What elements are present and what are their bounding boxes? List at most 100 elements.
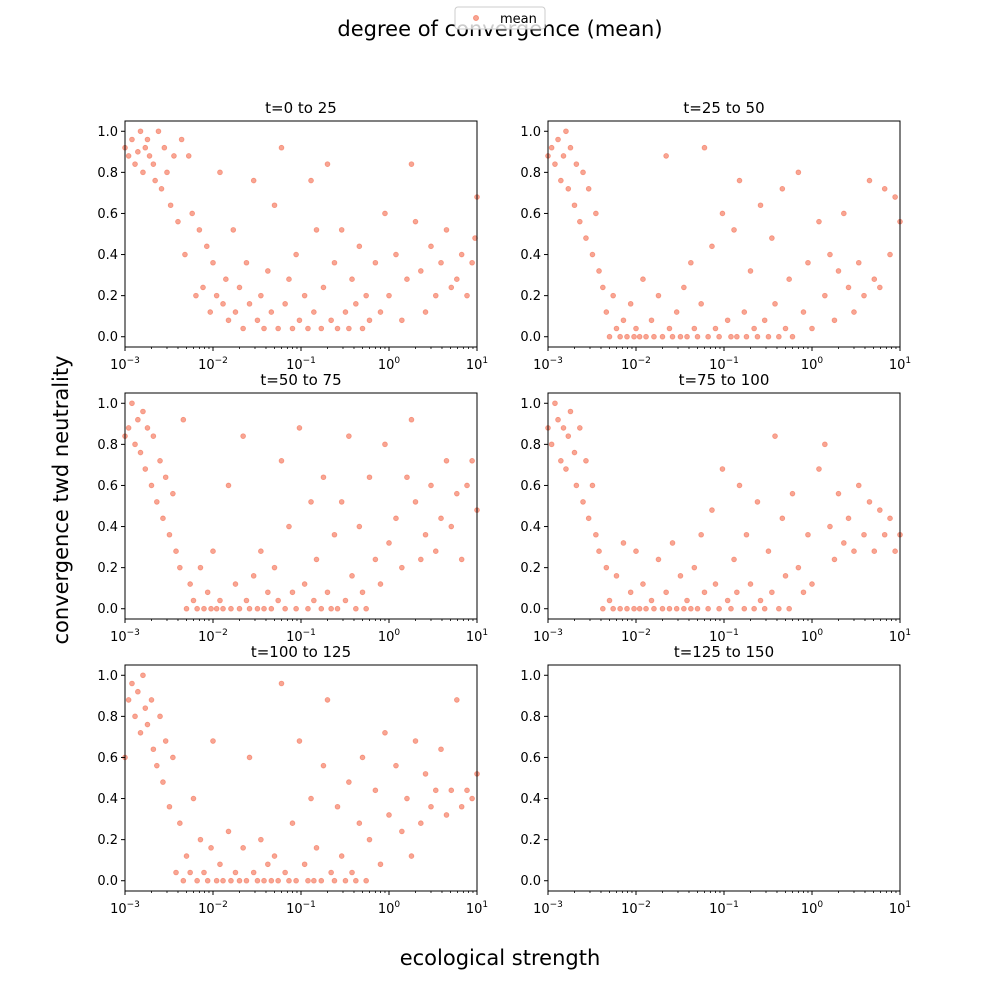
data-point	[393, 515, 399, 522]
data-point	[640, 581, 646, 587]
data-point	[577, 218, 583, 225]
data-point	[443, 812, 450, 818]
data-point	[171, 153, 177, 159]
data-point	[230, 227, 237, 233]
data-point	[861, 292, 867, 299]
data-point	[663, 589, 669, 596]
data-point	[271, 564, 278, 571]
data-point	[822, 441, 828, 448]
data-points	[545, 400, 903, 612]
y-tick-label: 0.2	[520, 833, 541, 848]
data-point	[382, 441, 388, 448]
subplot-6: t=125 to 150 0.0 0.2 0.4 0.6 0.8 1.0 10−3 10−2 10…	[520, 643, 911, 917]
data-point	[684, 333, 690, 340]
data-point	[162, 474, 169, 481]
data-point	[589, 251, 596, 258]
data-point	[346, 325, 352, 332]
data-point	[613, 573, 620, 579]
data-point	[210, 548, 216, 554]
legend-box	[454, 6, 546, 30]
y-tick-label: 0.0	[520, 330, 541, 345]
data-point	[438, 746, 444, 753]
data-point	[359, 325, 366, 332]
data-point	[366, 474, 373, 481]
data-point	[320, 762, 327, 769]
data-point	[779, 186, 786, 192]
data-point	[204, 589, 211, 596]
data-point	[636, 333, 643, 340]
data-point	[691, 564, 698, 571]
data-point	[275, 877, 281, 884]
x-tick-label: 10−2	[621, 356, 651, 373]
data-point	[600, 284, 606, 291]
data-point	[346, 433, 352, 439]
data-point	[408, 416, 415, 423]
data-point	[786, 276, 792, 283]
data-point	[353, 877, 359, 884]
data-point	[782, 573, 789, 579]
data-point	[593, 531, 599, 538]
data-point	[135, 416, 141, 423]
data-point	[349, 276, 355, 283]
data-point	[631, 605, 637, 612]
y-tick-label: 0.8	[520, 710, 541, 725]
data-point	[220, 301, 226, 307]
data-point	[558, 177, 564, 184]
data-point	[666, 325, 673, 332]
data-point	[624, 333, 630, 340]
data-point	[404, 795, 410, 802]
data-point	[669, 540, 676, 546]
data-point	[359, 589, 366, 596]
x-tick-label: 10−1	[709, 628, 739, 645]
data-point	[377, 861, 384, 868]
data-point	[627, 589, 634, 596]
data-point	[311, 597, 317, 604]
data-point	[194, 605, 200, 612]
y-tick-label: 0.4	[97, 792, 118, 807]
data-point	[278, 680, 285, 687]
subplot-4: t=75 to 100 0.0 0.2 0.4 0.6 0.8 1.0 10−3 10−2 10−…	[520, 371, 911, 645]
data-point	[422, 771, 429, 777]
data-point	[432, 292, 439, 299]
x-tick-label: 10−1	[286, 900, 316, 917]
data-point	[851, 548, 857, 554]
data-point	[258, 292, 264, 299]
data-point	[366, 836, 373, 843]
data-point	[741, 605, 748, 612]
y-tick-label: 0.6	[97, 751, 118, 766]
x-tick-label: 101	[889, 628, 911, 645]
data-point	[271, 202, 278, 209]
subplot-3: t=50 to 75 0.0 0.2 0.4 0.6 0.8 1.0 10−3 10−2 10−1…	[97, 371, 488, 645]
x-tick-label: 10−1	[286, 628, 316, 645]
data-point	[563, 466, 569, 472]
data-point	[308, 177, 314, 184]
data-point	[261, 877, 267, 884]
data-point	[129, 136, 135, 143]
y-tick-label: 1.0	[97, 397, 118, 412]
data-point	[305, 877, 311, 884]
data-point	[278, 144, 285, 151]
data-point	[789, 333, 796, 340]
data-point	[596, 268, 602, 274]
data-point	[220, 877, 226, 884]
data-point	[677, 333, 684, 340]
data-point	[636, 605, 643, 612]
y-tick-label: 1.0	[97, 669, 118, 684]
data-point	[140, 169, 146, 176]
data-point	[132, 161, 138, 167]
data-point	[443, 457, 450, 464]
y-tick-label: 1.0	[520, 669, 541, 684]
data-point	[125, 697, 132, 703]
data-point	[743, 531, 750, 538]
data-point	[328, 605, 334, 612]
data-point	[691, 325, 698, 332]
data-point	[659, 333, 666, 340]
data-point	[146, 153, 153, 159]
data-point	[183, 853, 190, 859]
y-tick-label: 0.2	[520, 561, 541, 576]
x-tick-label: 100	[378, 900, 401, 917]
data-point	[289, 820, 296, 826]
data-points	[122, 128, 480, 332]
y-tick-label: 0.0	[520, 874, 541, 889]
data-point	[213, 877, 220, 884]
